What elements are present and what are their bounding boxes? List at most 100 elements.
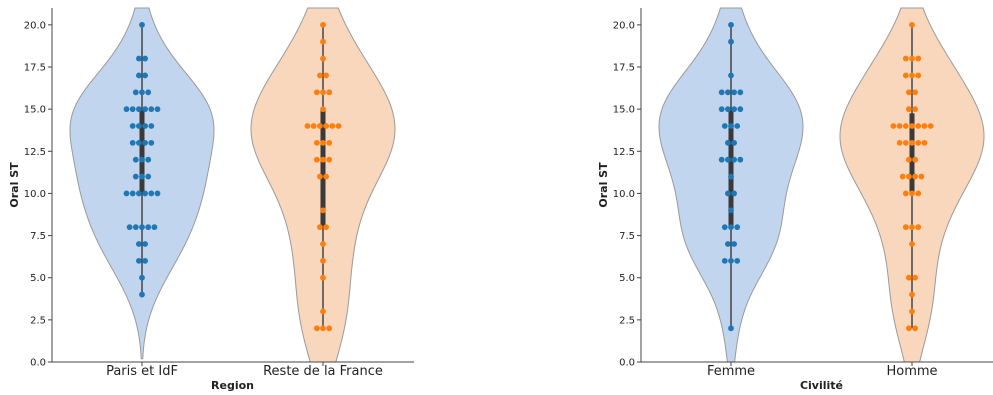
swarm-point	[145, 173, 152, 180]
swarm-point	[320, 139, 326, 146]
swarm-point	[129, 190, 136, 197]
violin-iqr-box	[728, 109, 734, 228]
swarm-point	[145, 224, 152, 231]
swarm-point	[136, 123, 142, 129]
swarm-point	[132, 156, 139, 163]
swarm-point	[718, 106, 725, 113]
swarm-point	[728, 257, 734, 264]
swarm-point	[320, 106, 326, 113]
swarm-point	[148, 123, 155, 129]
violin-iqr-box	[909, 113, 915, 194]
swarm-point	[728, 72, 734, 79]
swarm-point	[728, 224, 734, 231]
y-tick-label: 5.0	[619, 273, 635, 284]
swarm-point	[154, 106, 161, 113]
swarm-point	[725, 241, 731, 247]
swarm-point	[921, 139, 928, 146]
x-axis-title: Region	[211, 379, 254, 391]
swarm-point	[731, 190, 737, 197]
swarm-point	[323, 173, 329, 180]
swarm-point	[139, 291, 145, 298]
swarm-point	[317, 224, 323, 231]
swarm-point	[326, 325, 333, 332]
swarm-point	[148, 139, 155, 146]
y-tick-label: 5.0	[30, 273, 46, 284]
swarm-point	[906, 156, 912, 163]
chart-panel: 0.0 2.5 5.0 7.5 10.0 12.5 15.0 17.5 20.0 Paris et…	[8, 7, 414, 392]
swarm-point	[323, 224, 329, 231]
swarm-point	[142, 241, 149, 247]
chart-panel: 0.0 2.5 5.0 7.5 10.0 12.5 15.0 17.5 20.0 Femme Hom…	[597, 7, 993, 392]
swarm-point	[718, 156, 725, 163]
swarm-point	[313, 89, 320, 96]
x-tick-label: Paris et IdF	[106, 364, 178, 379]
swarm-point	[142, 139, 149, 146]
swarm-point	[313, 325, 320, 332]
swarm-point	[896, 123, 903, 129]
swarm-point	[139, 156, 145, 163]
swarm-point	[317, 173, 323, 180]
swarm-point	[909, 190, 915, 197]
y-axis-title: Oral ST	[8, 162, 21, 208]
swarm-point	[915, 72, 922, 79]
swarm-point	[142, 190, 149, 197]
swarm-point	[737, 156, 744, 163]
swarm-point	[320, 308, 326, 315]
swarm-point	[737, 106, 744, 113]
y-tick-label: 17.5	[24, 63, 46, 74]
swarm-point	[921, 123, 928, 129]
swarm-point	[915, 190, 922, 197]
swarm-point	[132, 224, 139, 231]
swarm-point	[154, 190, 161, 197]
y-tick-label: 20.0	[613, 20, 635, 31]
swarm-point	[731, 139, 737, 146]
swarm-point	[902, 55, 909, 62]
swarm-point	[902, 224, 909, 231]
swarm-point	[123, 106, 130, 113]
swarm-point	[909, 21, 915, 28]
swarm-point	[731, 106, 737, 113]
swarm-point	[909, 139, 915, 146]
swarm-point	[136, 72, 142, 79]
swarm-point	[909, 308, 915, 315]
swarm-point	[320, 274, 326, 281]
y-tick-label: 2.5	[30, 315, 46, 326]
y-tick-label: 0.0	[619, 358, 635, 369]
swarm-point	[313, 139, 320, 146]
violin-iqr-box	[320, 109, 326, 228]
swarm-point	[909, 241, 915, 247]
swarm-point	[304, 123, 311, 129]
swarm-point	[320, 325, 326, 332]
swarm-point	[148, 190, 155, 197]
swarm-point	[132, 89, 139, 96]
swarm-point	[132, 173, 139, 180]
swarm-point	[906, 173, 912, 180]
x-tick-label: Homme	[886, 364, 937, 379]
swarm-point	[139, 224, 145, 231]
swarm-point	[912, 274, 918, 281]
swarm-point	[320, 55, 326, 62]
swarm-point	[728, 38, 734, 45]
y-tick-label: 2.5	[619, 315, 635, 326]
swarm-point	[136, 241, 142, 247]
swarm-point	[912, 325, 918, 332]
swarm-point	[912, 106, 918, 113]
y-tick-label: 10.0	[24, 189, 46, 200]
swarm-point	[915, 224, 922, 231]
y-tick-label: 10.0	[613, 189, 635, 200]
swarm-point	[123, 190, 130, 197]
swarm-point	[912, 173, 918, 180]
swarm-point	[317, 72, 323, 79]
swarm-point	[734, 224, 741, 231]
swarm-point	[151, 224, 158, 231]
swarm-point	[326, 156, 333, 163]
swarm-point	[136, 55, 142, 62]
swarm-point	[317, 123, 323, 129]
swarm-point	[734, 257, 741, 264]
swarm-point	[310, 123, 317, 129]
swarm-point	[896, 139, 903, 146]
swarm-point	[906, 274, 912, 281]
swarm-point	[148, 106, 155, 113]
